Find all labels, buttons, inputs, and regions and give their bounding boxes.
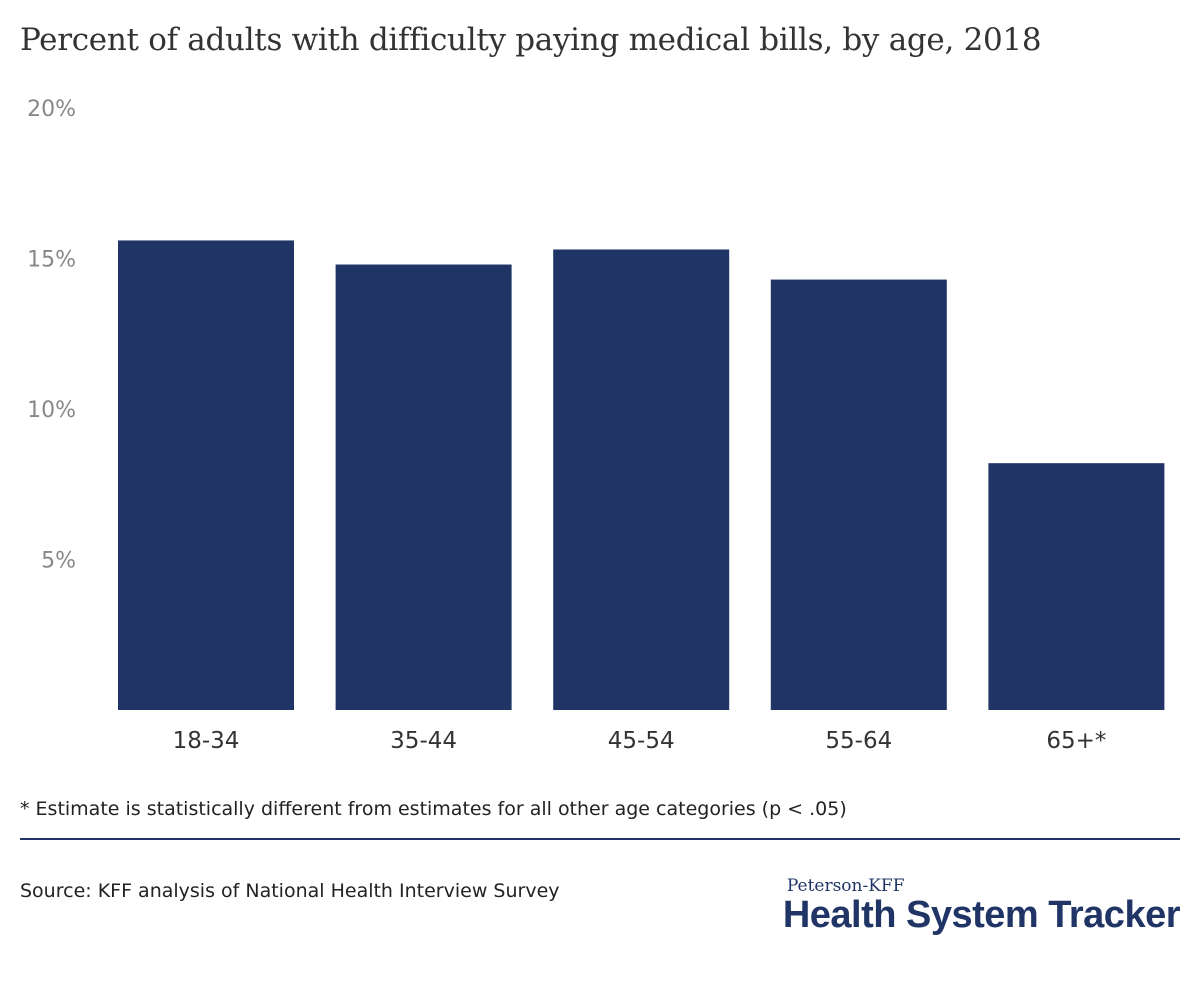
bar-45-54 xyxy=(553,249,730,710)
bar-chart: 5% 10% 15% 20% 18-34 35-44 45-54 55-64 65+* xyxy=(27,97,1165,754)
bar-18-34 xyxy=(118,240,294,710)
y-tick-label: 5% xyxy=(41,549,76,574)
x-category-label: 18-34 xyxy=(173,728,240,754)
footnote: * Estimate is statistically different fr… xyxy=(20,798,847,820)
x-category-label: 35-44 xyxy=(390,728,457,754)
source-note: Source: KFF analysis of National Health … xyxy=(20,880,560,902)
logo-main-text: Health System Tracker xyxy=(782,894,1181,936)
bar-65+* xyxy=(988,463,1165,710)
bar-55-64 xyxy=(770,279,947,710)
chart-title: Percent of adults with difficulty paying… xyxy=(20,22,1042,58)
x-category-label: 45-54 xyxy=(608,728,675,754)
bar-35-44 xyxy=(335,264,512,710)
logo-top-text: Peterson-KFF xyxy=(786,876,905,896)
x-category-label: 65+* xyxy=(1046,728,1106,754)
divider xyxy=(20,838,1180,840)
logo: Peterson-KFF Health System Tracker xyxy=(782,876,1181,936)
y-tick-label: 20% xyxy=(27,97,76,122)
y-tick-label: 10% xyxy=(27,398,76,423)
y-tick-label: 15% xyxy=(27,248,76,273)
x-category-label: 55-64 xyxy=(825,728,892,754)
